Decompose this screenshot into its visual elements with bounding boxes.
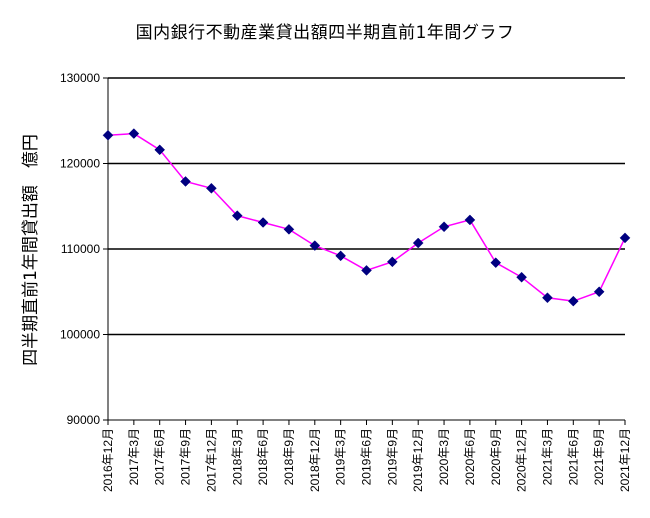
chart-title: 国内銀行不動産業貸出額四半期直前1年間グラフ (135, 23, 515, 43)
x-tick-label: 2019年3月 (334, 428, 348, 485)
y-tick-label: 120000 (60, 157, 100, 171)
x-tick-label: 2018年3月 (230, 428, 244, 485)
y-tick-label: 130000 (60, 71, 100, 85)
x-tick-label: 2019年12月 (411, 428, 425, 492)
y-tick-label: 100000 (60, 328, 100, 342)
x-tick-label: 2021年6月 (566, 428, 580, 485)
data-point (593, 286, 605, 298)
data-point (309, 240, 321, 251)
data-point (283, 223, 295, 235)
x-tick-label: 2021年12月 (618, 428, 632, 492)
x-tick-label: 2018年12月 (308, 428, 322, 492)
data-point (257, 217, 269, 228)
x-tick-label: 2020年12月 (515, 428, 529, 492)
data-point (490, 257, 502, 269)
series (102, 128, 631, 307)
data-point (231, 210, 243, 222)
x-tick-label: 2019年9月 (385, 428, 399, 485)
x-tick-label: 2017年12月 (204, 428, 218, 492)
x-tick-label: 2017年6月 (153, 428, 167, 485)
series-line (107, 132, 626, 302)
data-point (412, 237, 424, 249)
data-point (619, 232, 631, 244)
data-point (438, 221, 450, 233)
data-point (206, 182, 217, 194)
x-tick-label: 2020年6月 (463, 428, 477, 485)
x-tick-label: 2017年3月 (127, 428, 141, 485)
x-tick-label: 2019年6月 (360, 428, 374, 485)
y-tick-labels: 90000 100000 110000 120000 130000 (60, 71, 100, 427)
gridlines (108, 77, 625, 336)
data-point (154, 144, 166, 156)
data-point (361, 265, 372, 276)
data-point (386, 256, 398, 268)
x-tick-label: 2017年9月 (179, 428, 193, 485)
data-point (567, 295, 579, 307)
data-point (542, 292, 553, 304)
data-point (180, 176, 191, 187)
data-point (516, 271, 527, 283)
data-point (335, 250, 347, 262)
x-tick-label: 2016年12月 (101, 428, 115, 492)
x-tick-label: 2021年9月 (592, 428, 606, 485)
y-tick-label: 110000 (61, 242, 100, 256)
axes (103, 77, 626, 425)
y-tick-label: 90000 (67, 413, 101, 427)
x-tick-labels: 2016年12月 2017年3月 2017年6月 2017年9月 2017年12月 201… (101, 428, 632, 492)
x-tick-label: 2021年3月 (540, 428, 554, 485)
y-axis-label: 四半期直前1年間貸出額 億円 (21, 134, 41, 366)
x-tick-label: 2018年9月 (282, 428, 296, 485)
x-tick-label: 2020年3月 (437, 428, 451, 485)
x-tick-label: 2018年6月 (256, 428, 270, 485)
data-point (102, 129, 114, 141)
data-point (464, 214, 476, 226)
data-point (128, 128, 140, 139)
x-tick-label: 2020年9月 (489, 428, 503, 485)
